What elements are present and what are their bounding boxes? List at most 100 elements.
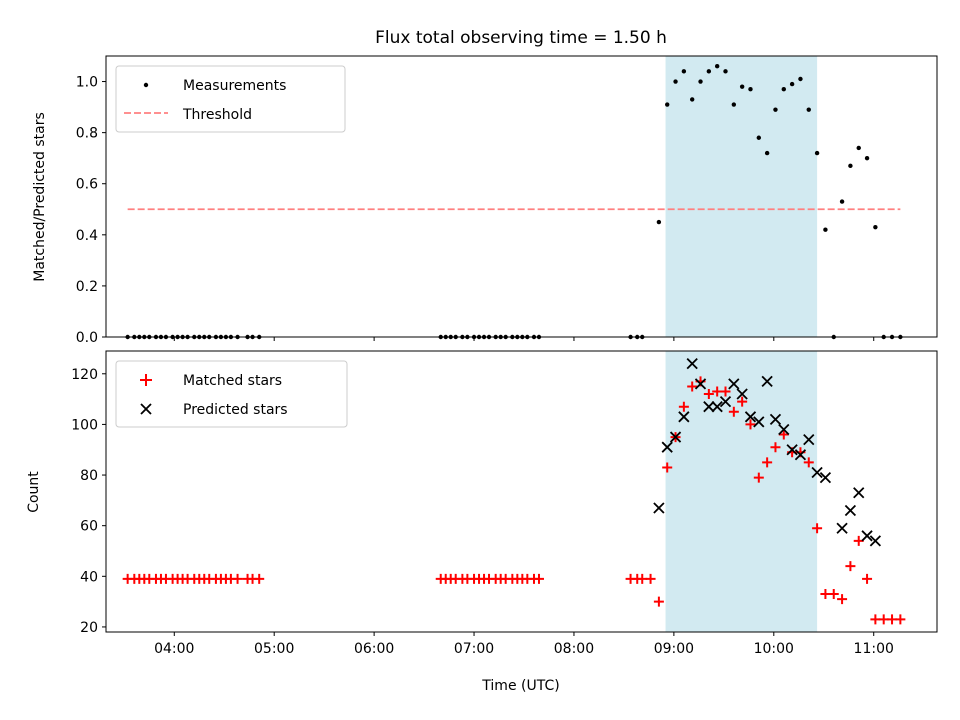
predicted-star-point (861, 530, 873, 542)
predicted-star-point (819, 471, 832, 484)
top-y-tick-label: 0.2 (76, 279, 98, 295)
matched-star-point (837, 594, 848, 605)
matched-star-point (770, 442, 781, 453)
matched-star-point (737, 396, 748, 407)
x-tick-label: 11:00 (854, 641, 894, 657)
bottom-legend-box (115, 360, 348, 428)
matched-star-point (862, 573, 873, 584)
legend-threshold-label: Threshold (182, 107, 252, 123)
measurement-point (781, 87, 786, 92)
predicted-star-point (703, 401, 715, 413)
chart-title: Flux total observing time = 1.50 h (375, 28, 667, 48)
predicted-star-point (669, 431, 682, 443)
matched-star-point (762, 457, 773, 468)
x-tick-label: 10:00 (754, 641, 794, 657)
matched-star-point (232, 573, 243, 584)
top-y-tick-label: 1.0 (76, 75, 98, 91)
matched-star-point (895, 614, 906, 625)
top-y-tick-label: 0.8 (76, 126, 98, 142)
measurement-point (739, 84, 745, 89)
predicted-star-point (786, 444, 798, 456)
bottom-y-axis-label: Count (26, 471, 42, 513)
bottom-axes-frame (105, 350, 938, 633)
x-tick-label: 09:00 (654, 641, 694, 657)
measurement-point (856, 145, 861, 151)
bottom-panel: 20 40 60 80 100 120 04:00 05:00 06:00 07:00 08:00… (26, 350, 938, 694)
predicted-star-point (719, 395, 732, 408)
bottom-y-tick-label: 80 (80, 468, 98, 484)
matched-star-point (720, 386, 731, 397)
measurement-point (806, 107, 811, 112)
predicted-star-point (853, 487, 865, 499)
top-y-axis-label: Matched/Predicted stars (32, 112, 48, 282)
bottom-y-tick-label: 60 (80, 519, 98, 535)
x-tick-label: 07:00 (454, 641, 494, 657)
x-tick-label: 06:00 (354, 641, 394, 657)
matched-star-point (828, 589, 839, 600)
top-shaded-span (665, 56, 818, 337)
matched-star-point (645, 573, 656, 584)
predicted-star-point (661, 441, 673, 453)
predicted-star-point (653, 502, 665, 514)
top-axes-frame (105, 55, 938, 338)
measurement-point (706, 69, 712, 74)
matched-star-point (254, 573, 265, 584)
legend-measurements-label: Measurements (183, 78, 286, 94)
matched-star-point (753, 472, 764, 483)
matched-star-point (845, 561, 856, 572)
bottom-y-tick-label: 20 (80, 620, 98, 636)
matched-star-point (812, 523, 823, 534)
matched-star-point (853, 535, 864, 546)
legend-measurements-marker (143, 82, 149, 88)
predicted-star-point (836, 522, 848, 534)
measurement-point (681, 69, 687, 74)
measurement-point (823, 227, 828, 232)
predicted-star-point (728, 378, 740, 390)
predicted-star-point (769, 413, 782, 425)
measurement-point (698, 79, 703, 84)
bottom-legend: Matched stars Predicted stars (115, 360, 348, 428)
predicted-star-point (811, 466, 823, 479)
measurement-point (714, 64, 720, 69)
legend-predicted-label: Predicted stars (183, 402, 288, 418)
measurement-point (839, 199, 845, 204)
top-y-tick-label: 0.6 (76, 177, 98, 193)
bottom-y-tick-label: 120 (71, 367, 98, 383)
bottom-x-axis-label: Time (UTC) (481, 678, 559, 694)
predicted-star-point (686, 358, 698, 370)
measurement-point (756, 135, 762, 140)
matched-star-point (703, 389, 714, 400)
measurement-point (748, 87, 753, 92)
matched-star-point (687, 381, 698, 392)
top-legend-box (115, 65, 346, 133)
measurement-point (773, 107, 778, 112)
legend-matched-label: Matched stars (183, 373, 282, 389)
measurement-point (656, 219, 662, 225)
predicted-star-point (711, 401, 723, 413)
legend-predicted-marker (140, 403, 152, 415)
measurement-point (764, 150, 770, 156)
predicted-star-point (753, 416, 765, 428)
measurement-point (789, 81, 795, 87)
measurement-point (798, 76, 803, 82)
top-y-tick-label: 0.4 (76, 228, 98, 244)
predicted-star-point (736, 388, 748, 400)
matched-star-point (778, 429, 789, 440)
top-legend: Measurements Threshold (115, 65, 346, 133)
matched-star-point (533, 573, 544, 584)
measurement-point (689, 97, 695, 102)
measurement-point (864, 155, 870, 161)
measurement-point (723, 69, 728, 74)
predicted-star-point (803, 433, 815, 446)
measurement-point (848, 163, 853, 169)
predicted-star-point (794, 449, 807, 461)
x-tick-label: 08:00 (554, 641, 594, 657)
predicted-star-point (678, 411, 690, 423)
predicted-star-point (694, 378, 707, 390)
predicted-star-point (761, 375, 773, 388)
matched-star-point (728, 406, 739, 417)
legend-matched-marker (140, 374, 152, 386)
predicted-star-point (778, 423, 790, 436)
bottom-y-tick-label: 100 (71, 417, 98, 433)
